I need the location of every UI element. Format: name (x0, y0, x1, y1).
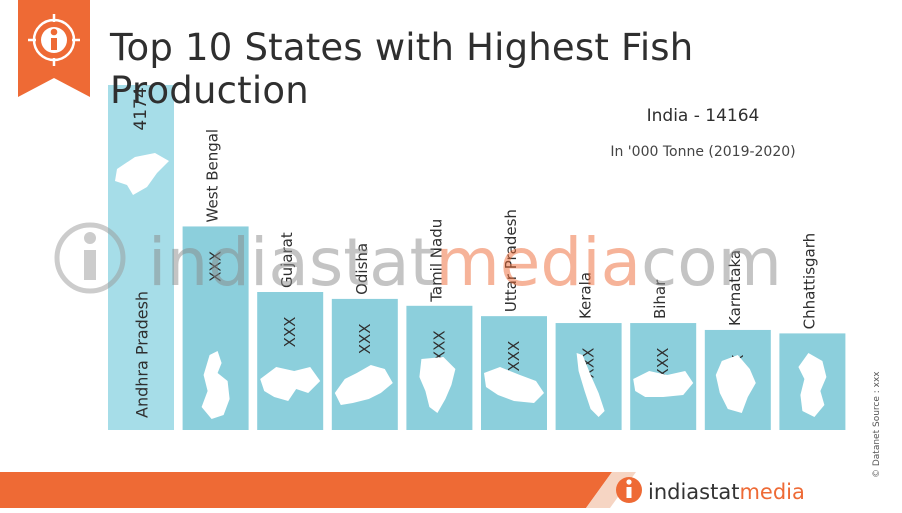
value-label-tamil-nadu: XXX (430, 330, 448, 361)
page-title: Top 10 States with Highest Fish Producti… (110, 26, 694, 112)
andhra-pradesh-map-icon (115, 153, 169, 195)
unit-note: In '000 Tonne (2019-2020) (610, 144, 796, 160)
bar-group-karnataka: XXXKarnataka (704, 250, 771, 430)
category-label-chhattisgarh: Chhattisgarh (800, 233, 818, 330)
svg-text:indiastatmediacom: indiastatmediacom (148, 224, 782, 301)
category-label-odisha: Odisha (353, 243, 371, 295)
info-icon (28, 14, 80, 66)
category-label-tamil-nadu: Tamil Nadu (427, 219, 445, 303)
bar-group-andhra-pradesh: 4174 Andhra Pradesh (108, 85, 174, 430)
uttar-pradesh-map-icon (484, 367, 544, 403)
category-label-gujarat: Gujarat (278, 232, 296, 288)
bars: 4174 Andhra Pradesh XXX West Bengal XXX Gujar… (108, 85, 846, 430)
value-label-gujarat: XXX (281, 317, 299, 348)
bihar-map-icon (633, 371, 694, 397)
chhattisgarh-map-icon (798, 353, 827, 417)
category-label-west-bengal: West Bengal (204, 129, 222, 223)
brand-logo: indiastatmedia (648, 480, 805, 504)
value-label-uttar-pradesh: XXX (505, 341, 523, 372)
brand-info-icon (616, 477, 642, 503)
watermark: indiastatmediacom (54, 222, 782, 301)
bar-gujarat (257, 292, 324, 430)
tamil-nadu-map-icon (419, 357, 456, 413)
kerala-map-icon (576, 353, 605, 417)
category-label-bihar: Bihar (651, 279, 669, 319)
watermark-part-indiastat: indiastat (148, 224, 435, 301)
category-label-uttar-pradesh: Uttar Pradesh (502, 209, 520, 312)
west-bengal-map-icon (201, 351, 230, 419)
value-label-andhra-pradesh: 4174 (131, 87, 151, 130)
bar-group-gujarat: XXX Gujarat (257, 232, 324, 430)
bar-group-odisha: XXX Odisha (331, 243, 398, 430)
odisha-map-icon (334, 365, 393, 405)
value-label-odisha: XXX (356, 323, 374, 354)
brand-left: indiastat (648, 480, 740, 504)
category-label-karnataka: Karnataka (726, 250, 744, 326)
national-total: India - 14164 (646, 106, 760, 126)
value-label-bihar: XXX (654, 348, 672, 379)
bar-group-uttar-pradesh: XXX Uttar Pradesh (481, 209, 547, 430)
footer-band (0, 472, 612, 508)
karnataka-map-icon (715, 355, 756, 413)
value-label-west-bengal: XXX (207, 251, 225, 282)
bar-andhra-pradesh (108, 85, 174, 430)
bar-odisha (331, 298, 398, 430)
gujarat-map-icon (260, 367, 321, 401)
brand-right: media (739, 480, 805, 504)
watermark-part-media: media (435, 224, 641, 301)
category-label-andhra-pradesh: Andhra Pradesh (133, 291, 152, 418)
bar-group-tamil-nadu: XXX Tamil Nadu (406, 219, 473, 430)
category-label-kerala: Kerala (577, 272, 595, 319)
bar-group-chhattisgarh: XXXChhattisgarh (779, 233, 846, 430)
watermark-part-com: com (641, 224, 782, 301)
source-note: © Datanet Source : xxx (872, 371, 882, 478)
bar-group-bihar: XXX Bihar (630, 279, 697, 430)
bar-group-west-bengal: XXX West Bengal (182, 129, 249, 430)
